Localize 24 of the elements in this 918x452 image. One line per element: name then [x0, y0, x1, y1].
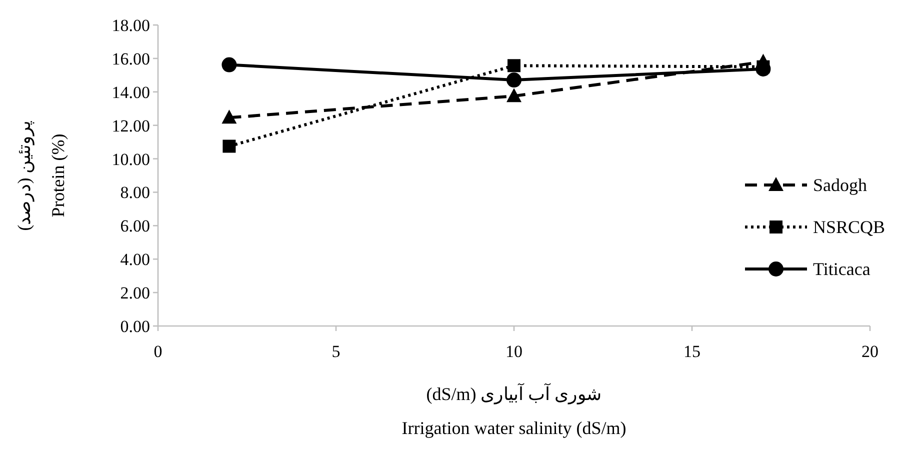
- y-tick-label: 2.00: [120, 284, 150, 303]
- legend-label: Titicaca: [813, 259, 870, 279]
- point: [222, 57, 237, 72]
- y-tick-label: 10.00: [112, 150, 150, 169]
- legend-label: Sadogh: [813, 175, 867, 195]
- point: [222, 140, 236, 153]
- point: [506, 88, 522, 102]
- y-tick-label: 6.00: [120, 216, 150, 236]
- y-tick-label: 0.00: [120, 317, 150, 336]
- y-tick-label: 18.00: [112, 16, 150, 35]
- point: [508, 59, 520, 72]
- y-tick-label: 12.00: [112, 116, 150, 136]
- x-tick-label: 5: [332, 342, 340, 361]
- x-tick-label: 0: [154, 342, 162, 361]
- y-tick-label: 4.00: [120, 250, 150, 270]
- x-tick-label: 10: [506, 342, 522, 361]
- y-tick-label: 16.00: [112, 49, 150, 68]
- point: [506, 72, 522, 88]
- x-tick-label: 20: [862, 342, 878, 361]
- x-tick-label: 15: [684, 342, 700, 361]
- legend-label: NSRCQB: [813, 217, 886, 237]
- y-tick-label: 14.00: [112, 82, 150, 102]
- y-tick-label: 8.00: [120, 183, 150, 202]
- point: [222, 110, 237, 124]
